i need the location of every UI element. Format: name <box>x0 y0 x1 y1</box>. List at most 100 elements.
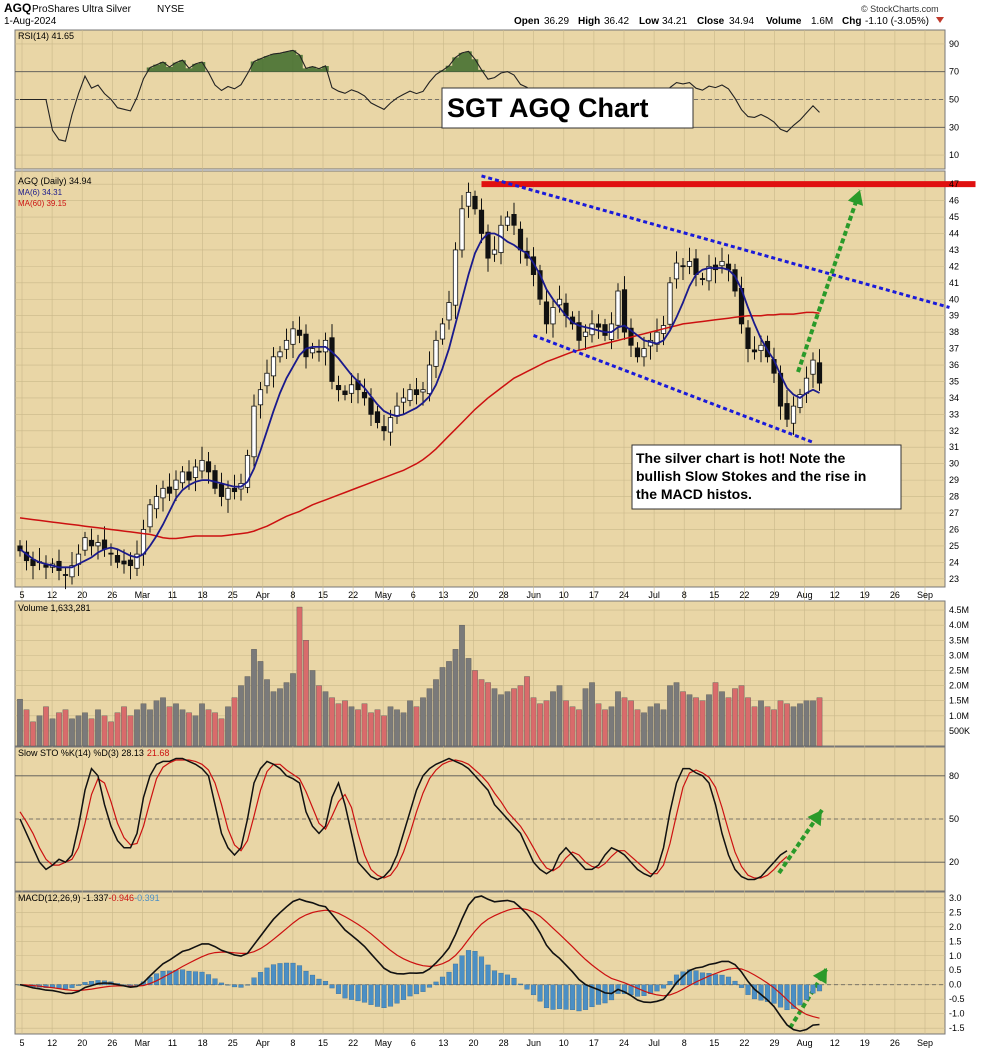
axis-tick-label: 3.0M <box>949 650 969 660</box>
axis-tick-label: 42 <box>949 261 959 271</box>
date-tick-label: 8 <box>682 1038 687 1048</box>
macd-histogram-bar <box>212 978 218 985</box>
axis-tick-label: 70 <box>949 67 959 77</box>
candle-body <box>264 372 270 387</box>
candle-body <box>413 389 420 396</box>
volume-bar <box>530 697 537 747</box>
date-tick-label: 20 <box>77 590 87 600</box>
sto-label: Slow STO %K(14) %D(3) 28.13 21.68 <box>18 748 169 758</box>
macd-histogram-bar <box>355 984 361 1002</box>
close-label: Close <box>697 16 725 27</box>
volume-bar <box>680 691 686 747</box>
candle-body <box>153 496 160 510</box>
macd-histogram-bar <box>719 974 725 985</box>
candle-body <box>420 389 426 393</box>
note-line-1: The silver chart is hot! Note the <box>636 450 845 466</box>
arrow-head-icon <box>847 190 864 206</box>
symbol: AGQ <box>4 1 31 15</box>
volume-bar <box>446 661 452 747</box>
candle-body <box>147 504 153 528</box>
date-tick-label: 6 <box>411 590 416 600</box>
macd-histogram-bar <box>381 984 387 1009</box>
macd-histogram-bar <box>530 984 537 996</box>
axis-tick-label: 4.0M <box>949 620 969 630</box>
security-name: ProShares Ultra Silver <box>32 4 132 15</box>
axis-tick-label: 30 <box>949 122 959 132</box>
date-tick-label: Sep <box>917 1038 933 1048</box>
date-tick-label: 18 <box>198 1038 208 1048</box>
date-tick-label: Jul <box>648 1038 660 1048</box>
date-tick-label: 25 <box>228 1038 238 1048</box>
axis-tick-label: 25 <box>949 541 959 551</box>
date-tick-label: 11 <box>168 1038 177 1048</box>
axis-tick-label: 34 <box>949 393 959 403</box>
macd-histogram-bar <box>218 982 225 985</box>
volume-bar <box>628 700 634 747</box>
date-tick-label: 8 <box>682 590 687 600</box>
macd-histogram-bar <box>465 950 472 985</box>
axis-tick-label: 32 <box>949 426 959 436</box>
macd-histogram-bar <box>413 984 420 995</box>
date-tick-label: Mar <box>135 590 151 600</box>
axis-tick-label: 20 <box>949 857 959 867</box>
macd-histogram-bar <box>771 984 777 1004</box>
date-tick-label: 28 <box>499 590 509 600</box>
axis-tick-label: 10 <box>949 150 959 160</box>
candle-body <box>543 301 550 325</box>
macd-histogram-bar <box>797 984 803 1006</box>
volume-bar <box>602 709 608 747</box>
candle-body <box>348 384 355 394</box>
macd-histogram-bar <box>400 984 407 1000</box>
annotations <box>481 174 976 444</box>
volume-bar <box>465 658 472 747</box>
volume-bar <box>608 706 615 747</box>
macd-histogram-bar <box>316 978 322 985</box>
volume-bar <box>738 685 745 747</box>
axis-tick-label: -1.5 <box>949 1023 965 1033</box>
sto-k-line <box>19 757 788 881</box>
candle-body <box>803 377 810 394</box>
axis-tick-label: 30 <box>949 459 959 469</box>
volume-bar <box>329 697 335 747</box>
volume-label: Volume <box>766 16 802 27</box>
date-tick-label: 24 <box>619 1038 629 1048</box>
candle-body <box>452 249 459 306</box>
candle-body <box>88 539 95 547</box>
volume-bar <box>439 667 446 747</box>
volume-bar <box>537 703 543 747</box>
macd-histogram-bar <box>166 970 173 985</box>
sto-axis: 80 50 20 <box>949 771 959 867</box>
macd-histogram-bar <box>394 984 400 1004</box>
macd-histogram-bar <box>62 984 69 989</box>
volume-bar <box>17 698 23 747</box>
volume-bar <box>634 709 641 747</box>
macd-histogram-bar <box>88 981 95 985</box>
axis-tick-label: 46 <box>949 196 959 206</box>
macd-histogram-bar <box>82 982 88 985</box>
macd-histogram-bar <box>361 984 368 1003</box>
axis-tick-label: 2.5 <box>949 907 962 917</box>
candle-body <box>69 565 75 578</box>
macd-histogram-bar <box>745 984 751 995</box>
ma-fast-line <box>19 232 820 569</box>
candle-body <box>511 214 517 226</box>
date-tick-label: 29 <box>769 1038 779 1048</box>
candle-body <box>641 348 647 358</box>
candle-body <box>719 261 725 267</box>
candle-body <box>56 560 62 571</box>
volume-bar <box>790 706 797 747</box>
volume-bar <box>153 700 160 747</box>
macd-histogram-bar <box>504 974 511 985</box>
volume-bars <box>17 606 823 747</box>
macd-histogram-bar <box>264 967 270 985</box>
candle-body <box>368 397 374 415</box>
volume-bar <box>244 676 251 747</box>
macd-histogram-bar <box>335 984 342 994</box>
macd-histogram-bar <box>244 984 251 986</box>
macd-histogram-bar <box>563 984 569 1010</box>
macd-histogram-bar <box>296 965 303 985</box>
volume-bar <box>472 670 478 747</box>
down-triangle-icon <box>936 17 944 23</box>
macd-histogram-bar <box>69 984 75 988</box>
axis-tick-label: 3.5M <box>949 635 969 645</box>
